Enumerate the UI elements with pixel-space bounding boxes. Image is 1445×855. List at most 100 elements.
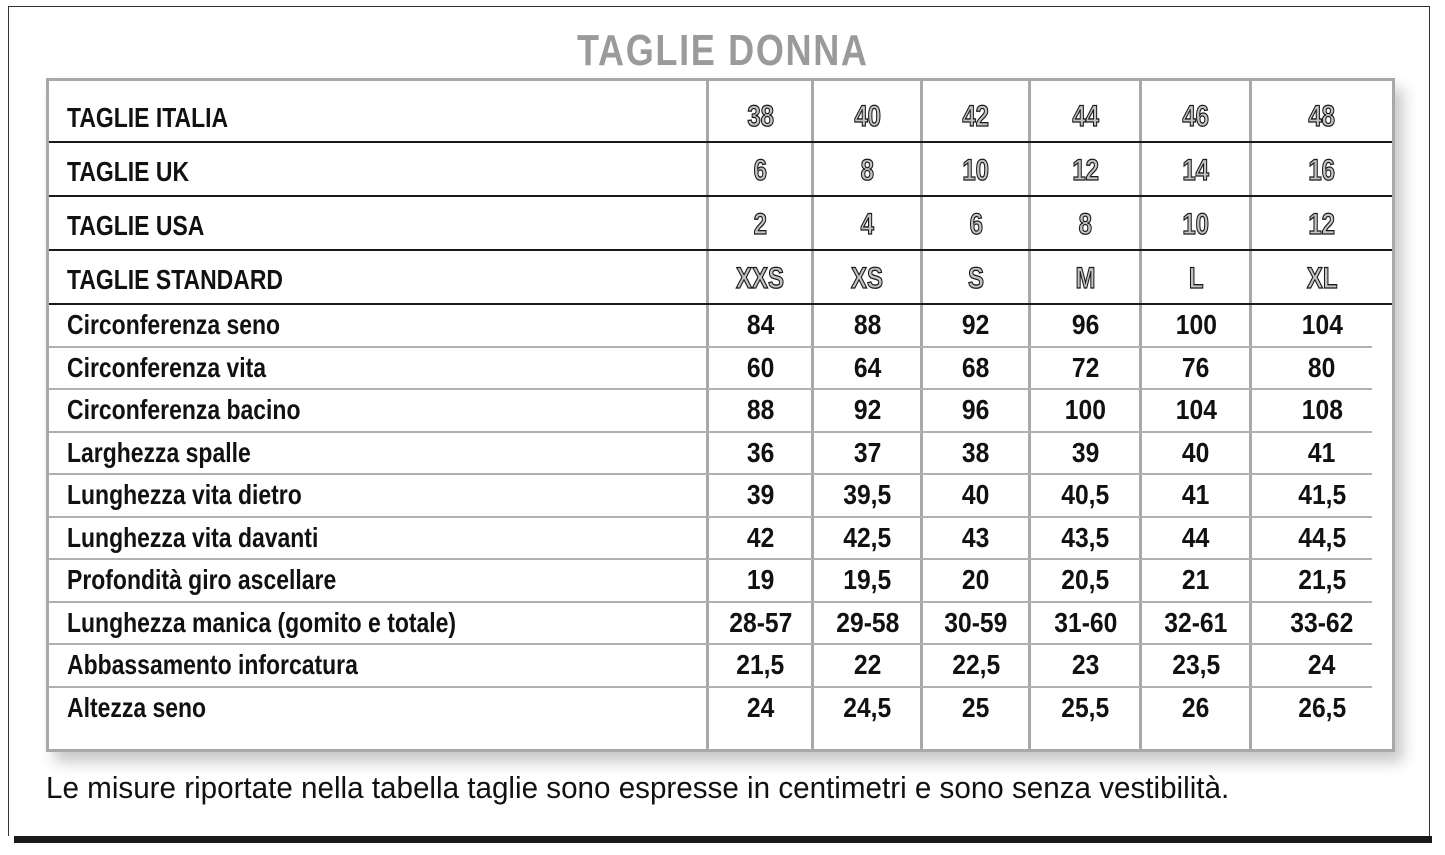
measure-value: 39 [1071, 436, 1100, 468]
measure-value: 88 [853, 309, 882, 340]
row-divider [49, 345, 1372, 348]
measure-cell: 44 [1142, 522, 1250, 554]
header-size-value: 6 [969, 207, 983, 241]
header-size-cell: 2 [709, 207, 812, 242]
measure-value: 21 [1182, 564, 1210, 595]
page-title-text: TAGLIE DONNA [576, 26, 869, 75]
header-size-cell: 12 [1252, 207, 1392, 242]
header-size-value: 38 [747, 99, 775, 133]
page-title: TAGLIE DONNA [0, 26, 1445, 76]
measure-cell: 31-60 [1031, 607, 1140, 639]
measure-cell: 88 [814, 309, 921, 341]
measure-cell: 42 [709, 522, 812, 554]
measure-cell: 100 [1142, 309, 1250, 341]
measure-cell: 96 [1031, 309, 1140, 341]
header-size-value: 10 [1182, 207, 1210, 241]
header-size-value: 10 [962, 153, 990, 187]
header-size-cell: 40 [814, 99, 921, 134]
header-size-value: 16 [1308, 153, 1336, 187]
header-size-value: 44 [1072, 99, 1100, 133]
measure-cell: 20,5 [1031, 564, 1140, 596]
header-size-value: 48 [1308, 99, 1336, 133]
header-row-label: TAGLIE UK [67, 156, 190, 187]
measure-value: 24 [1308, 649, 1336, 680]
size-table: TAGLIE ITALIA 38 40 42 44 46 48 TAGLIE UK 6 8 10 12… [46, 78, 1395, 752]
header-size-value: XXS [736, 261, 785, 295]
measure-cell: 44,5 [1252, 522, 1392, 554]
row-divider [49, 388, 1372, 390]
measure-cell: 92 [814, 394, 921, 426]
measure-value: 72 [1071, 351, 1100, 383]
measure-value: 96 [962, 394, 990, 425]
measure-cell: 19,5 [814, 564, 921, 596]
measure-cell: 39 [1031, 437, 1140, 469]
measure-value: 44 [1182, 521, 1210, 553]
measure-value: 40 [1182, 436, 1210, 468]
measure-value: 23 [1071, 649, 1100, 680]
header-size-value: 12 [1072, 153, 1100, 187]
measure-cell: 84 [709, 309, 812, 341]
header-size-cell: 6 [709, 153, 812, 188]
header-size-cell: 10 [923, 153, 1029, 188]
measure-cell: 64 [814, 352, 921, 384]
measure-cell: 26 [1142, 692, 1250, 724]
row-divider [49, 600, 1372, 603]
header-size-cell: 8 [814, 153, 921, 188]
row-divider [49, 558, 1372, 560]
header-size-cell: 10 [1142, 207, 1250, 242]
measure-cell: 39,5 [814, 479, 921, 511]
measure-value: 37 [853, 436, 882, 468]
measure-value: 64 [853, 351, 882, 383]
measure-cell: 41,5 [1252, 479, 1392, 511]
row-divider [49, 685, 1372, 688]
measure-cell: 21 [1142, 564, 1250, 596]
header-size-value: 2 [753, 207, 768, 241]
measure-value: 92 [853, 394, 882, 425]
column-divider [920, 81, 923, 749]
measure-value: 88 [746, 394, 775, 425]
measure-value: 22 [853, 649, 882, 680]
measure-value: 41 [1182, 479, 1210, 510]
measure-cell: 24,5 [814, 692, 921, 724]
measure-cell: 32-61 [1142, 607, 1250, 639]
header-size-value: 46 [1182, 99, 1210, 133]
measure-cell: 38 [923, 437, 1029, 469]
header-row-label: TAGLIE STANDARD [67, 264, 283, 295]
measure-cell: 39 [709, 479, 812, 511]
measure-cell: 100 [1031, 394, 1140, 426]
measure-label: Larghezza spalle [67, 436, 251, 468]
header-row-divider [49, 195, 1392, 197]
measure-value: 25,5 [1061, 691, 1110, 723]
measure-cell: 108 [1252, 394, 1392, 426]
measure-cell: 43 [923, 522, 1029, 554]
header-size-cell: 44 [1031, 99, 1140, 134]
header-size-cell: 48 [1252, 99, 1392, 134]
header-size-cell: 14 [1142, 153, 1250, 188]
measure-cell: 19 [709, 564, 812, 596]
column-divider [1139, 81, 1142, 749]
header-size-value: S [967, 261, 984, 295]
measure-value: 31-60 [1053, 606, 1118, 638]
measure-value: 39,5 [843, 479, 892, 510]
measure-cell: 43,5 [1031, 522, 1140, 554]
measure-value: 29-58 [835, 606, 900, 638]
measure-cell: 40 [923, 479, 1029, 511]
measure-cell: 80 [1252, 352, 1392, 384]
measure-value: 43,5 [1061, 521, 1110, 553]
measure-label: Altezza seno [67, 691, 207, 723]
measure-label: Lunghezza manica (gomito e totale) [67, 606, 457, 638]
header-row-label: TAGLIE ITALIA [67, 102, 229, 133]
measure-cell: 25 [923, 692, 1029, 724]
measure-value: 44,5 [1298, 521, 1346, 553]
header-size-cell: 8 [1031, 207, 1140, 242]
header-size-value: 8 [1078, 207, 1093, 241]
measure-label: Circonferenza seno [67, 309, 281, 340]
measure-cell: 33-62 [1252, 607, 1392, 639]
measure-cell: 104 [1142, 394, 1250, 426]
measure-cell: 22,5 [923, 649, 1029, 681]
column-divider [706, 81, 709, 749]
measure-value: 21,5 [1298, 564, 1346, 595]
measure-cell: 72 [1031, 352, 1140, 384]
measure-value: 100 [1064, 394, 1107, 425]
measure-value: 24 [746, 691, 775, 723]
